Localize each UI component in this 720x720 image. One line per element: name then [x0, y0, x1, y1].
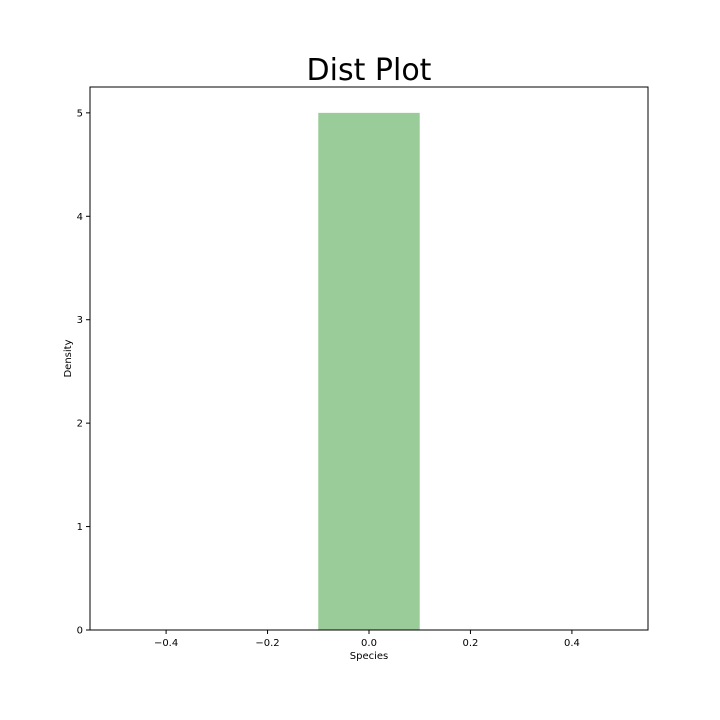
x-tick-label: 0.2 — [463, 638, 479, 649]
bars-layer — [318, 112, 420, 631]
x-tick-label: −0.4 — [154, 638, 178, 649]
y-axis-label: Density — [63, 339, 74, 377]
y-tick-label: 2 — [77, 419, 83, 430]
y-axis-ticks: 0 1 2 3 4 5 — [77, 108, 90, 637]
y-tick-label: 4 — [77, 212, 83, 223]
x-tick-label: −0.2 — [255, 638, 279, 649]
x-axis-label: Species — [350, 651, 389, 662]
y-tick-label: 0 — [77, 626, 83, 637]
chart-title: Dist Plot — [307, 53, 432, 88]
x-axis-ticks: −0.4 −0.2 0.0 0.2 0.4 — [154, 630, 580, 649]
y-tick-label: 5 — [77, 108, 83, 119]
x-tick-label: 0.4 — [564, 638, 580, 649]
histogram-bar — [318, 112, 420, 631]
y-tick-label: 3 — [77, 315, 83, 326]
x-tick-label: 0.0 — [361, 638, 377, 649]
y-tick-label: 1 — [77, 522, 83, 533]
